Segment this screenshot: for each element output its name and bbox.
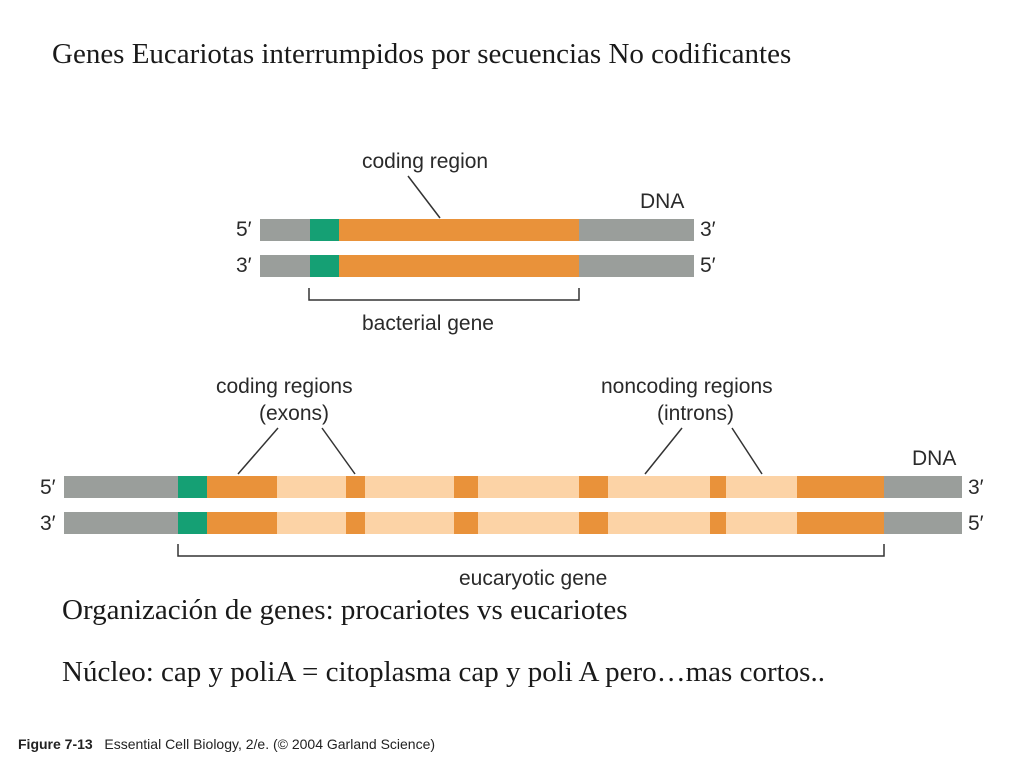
intron-segment bbox=[365, 476, 454, 498]
intron-segment bbox=[478, 476, 579, 498]
intron-segment bbox=[277, 476, 346, 498]
bacterial-bottom-left-end: 3′ bbox=[236, 254, 252, 277]
gene-structure-diagram: coding region DNA 5′ 3′ 3′ 5′ bacterial … bbox=[40, 150, 984, 590]
exon-pointer-2 bbox=[321, 427, 356, 475]
exon-segment bbox=[797, 476, 884, 498]
intron-segment bbox=[608, 512, 710, 534]
bacterial-top-left-end: 5′ bbox=[236, 218, 252, 241]
intron-segment bbox=[478, 512, 579, 534]
promoter-segment bbox=[178, 512, 207, 534]
coding-region-pointer bbox=[407, 175, 441, 219]
exon-segment bbox=[710, 512, 726, 534]
figure-number: Figure 7-13 bbox=[18, 736, 93, 752]
exon-pointer-1 bbox=[237, 427, 279, 475]
flank-segment bbox=[260, 255, 310, 277]
exons-label-line1: coding regions bbox=[216, 375, 353, 398]
flank-segment bbox=[884, 512, 962, 534]
bacterial-top-strand bbox=[260, 219, 694, 241]
flank-segment bbox=[64, 512, 178, 534]
intron-segment bbox=[365, 512, 454, 534]
eukaryotic-bottom-left-end: 3′ bbox=[40, 512, 56, 535]
intron-segment bbox=[608, 476, 710, 498]
intron-segment bbox=[277, 512, 346, 534]
intron-pointer-2 bbox=[731, 427, 763, 475]
eukaryotic-top-left-end: 5′ bbox=[40, 476, 56, 499]
flank-segment bbox=[579, 219, 694, 241]
organization-text: Organización de genes: procariotes vs eu… bbox=[62, 594, 628, 626]
coding-region-label: coding region bbox=[362, 150, 488, 173]
promoter-segment bbox=[310, 219, 339, 241]
introns-label-line1: noncoding regions bbox=[601, 375, 773, 398]
introns-label-line2: (introns) bbox=[657, 402, 734, 425]
flank-segment bbox=[579, 255, 694, 277]
eukaryotic-gene-diagram: coding regions (exons) noncoding regions… bbox=[40, 375, 984, 590]
exon-segment bbox=[579, 512, 608, 534]
bacterial-top-right-end: 3′ bbox=[700, 218, 716, 241]
bacterial-gene-bracket bbox=[308, 288, 580, 301]
eukaryotic-bottom-right-end: 5′ bbox=[968, 512, 984, 535]
exon-segment bbox=[579, 476, 608, 498]
exon-segment bbox=[207, 476, 277, 498]
exon-segment bbox=[454, 512, 478, 534]
promoter-segment bbox=[178, 476, 207, 498]
intron-segment bbox=[726, 476, 797, 498]
eukaryotic-gene-bracket bbox=[177, 544, 885, 557]
nucleus-text: Núcleo: cap y poliA = citoplasma cap y p… bbox=[62, 656, 825, 688]
exon-segment bbox=[346, 512, 365, 534]
bacterial-bottom-strand bbox=[260, 255, 694, 277]
bacterial-gene-label: bacterial gene bbox=[362, 312, 494, 335]
exon-segment bbox=[797, 512, 884, 534]
exon-segment bbox=[207, 512, 277, 534]
exon-segment bbox=[710, 476, 726, 498]
figure-caption: Figure 7-13 Essential Cell Biology, 2/e.… bbox=[18, 736, 435, 752]
coding-segment bbox=[339, 219, 579, 241]
slide-title: Genes Eucariotas interrumpidos por secue… bbox=[52, 38, 792, 70]
figure-source: Essential Cell Biology, 2/e. (© 2004 Gar… bbox=[104, 736, 436, 752]
intron-pointer-1 bbox=[644, 427, 683, 475]
exon-segment bbox=[454, 476, 478, 498]
eukaryotic-dna-label: DNA bbox=[912, 447, 956, 470]
flank-segment bbox=[884, 476, 962, 498]
coding-segment bbox=[339, 255, 579, 277]
promoter-segment bbox=[310, 255, 339, 277]
bacterial-gene-diagram: coding region DNA 5′ 3′ 3′ 5′ bacterial … bbox=[236, 150, 716, 335]
eukaryotic-top-strand bbox=[64, 476, 962, 498]
exons-label-line2: (exons) bbox=[259, 402, 329, 425]
intron-segment bbox=[726, 512, 797, 534]
eukaryotic-top-right-end: 3′ bbox=[968, 476, 984, 499]
bacterial-dna-label: DNA bbox=[640, 190, 684, 213]
eukaryotic-gene-label: eucaryotic gene bbox=[459, 567, 607, 590]
eukaryotic-bottom-strand bbox=[64, 512, 962, 534]
exon-segment bbox=[346, 476, 365, 498]
flank-segment bbox=[64, 476, 178, 498]
flank-segment bbox=[260, 219, 310, 241]
bacterial-bottom-right-end: 5′ bbox=[700, 254, 716, 277]
